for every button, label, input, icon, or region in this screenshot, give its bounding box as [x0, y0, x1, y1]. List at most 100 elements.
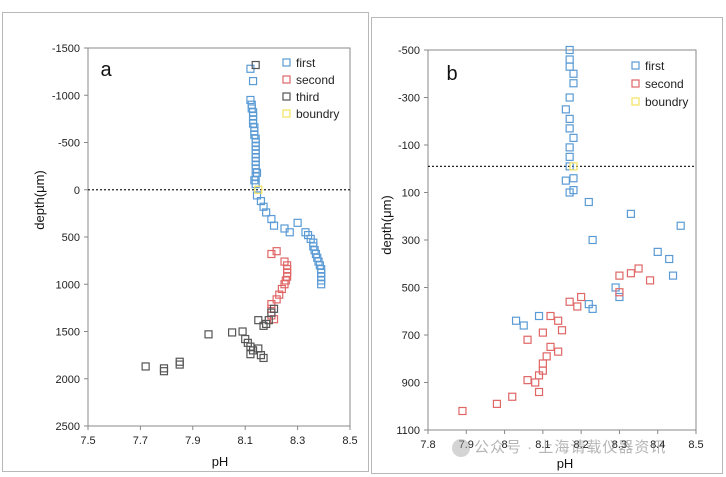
data-point-first: [565, 45, 574, 55]
x-tick-label: 8: [502, 439, 508, 451]
data-point-second: [267, 299, 276, 309]
data-point-first: [269, 221, 279, 230]
data-point-first: [565, 114, 574, 123]
data-point-second: [634, 264, 643, 273]
data-point-first: [259, 202, 268, 211]
x-axis-title: pH: [212, 454, 229, 469]
data-point-third: [256, 351, 266, 360]
data-point-first: [248, 76, 258, 86]
data-point-third: [259, 321, 268, 330]
series-boundry: [569, 162, 578, 171]
data-point-first: [561, 105, 570, 114]
data-point-first: [561, 176, 570, 185]
legend-marker-second: [631, 79, 640, 88]
data-point-first: [565, 124, 574, 133]
y-tick-label: -100: [398, 140, 420, 152]
data-point-second: [557, 326, 567, 335]
x-tick-label: 8.2: [573, 439, 588, 451]
y-tick-label: 500: [402, 283, 420, 295]
legend-marker-boundry: [282, 109, 291, 118]
data-point-second: [277, 284, 286, 294]
data-point-first: [565, 93, 574, 102]
data-point-second: [280, 280, 289, 289]
data-point-first: [588, 235, 597, 245]
y-tick-label: -500: [398, 45, 420, 57]
panel-label: b: [446, 63, 457, 85]
data-point-third: [141, 362, 150, 371]
y-tick-label: -1000: [52, 90, 80, 102]
legend-label-second: second: [645, 77, 684, 91]
data-point-second: [615, 288, 624, 297]
data-point-third: [175, 360, 184, 369]
y-tick-label: 100: [402, 188, 420, 200]
x-tick-label: 8.3: [612, 439, 627, 451]
series-boundry: [254, 185, 263, 194]
data-point-third: [204, 330, 213, 339]
y-tick-label: -1500: [52, 43, 80, 55]
panel-b-frame: [371, 17, 723, 474]
data-point-second: [492, 399, 502, 408]
x-tick-label: 8.4: [650, 439, 665, 451]
y-tick-label: -500: [58, 138, 80, 150]
x-tick-label: 7.5: [80, 435, 95, 447]
data-point-first: [615, 292, 624, 302]
legend-label-first: first: [645, 59, 665, 73]
legend-label-first: first: [296, 56, 316, 70]
data-point-first: [626, 209, 636, 218]
data-point-second: [275, 290, 284, 299]
data-point-first: [565, 62, 574, 71]
data-point-first: [569, 69, 578, 78]
data-point-second: [645, 276, 655, 285]
data-point-third: [254, 316, 263, 325]
legend: first second boundry: [631, 59, 688, 109]
data-point-second: [554, 316, 563, 325]
data-point-first: [565, 55, 574, 64]
watermark-text: 公众号 · 上海请载仪器资讯: [474, 439, 667, 456]
data-point-first: [588, 304, 597, 313]
x-axis-title: pH: [557, 456, 574, 471]
legend-label-boundry: boundry: [645, 95, 688, 109]
data-point-boundry: [569, 162, 578, 171]
data-point-first: [668, 271, 678, 280]
y-tick-label: 1100: [396, 425, 420, 437]
data-point-first: [665, 254, 674, 264]
x-tick-label: 8.5: [688, 439, 703, 451]
data-point-second: [267, 249, 276, 259]
legend-marker-second: [282, 75, 291, 84]
data-point-third: [159, 367, 169, 376]
data-point-second: [573, 302, 582, 311]
data-point-first: [653, 247, 662, 256]
data-point-third: [228, 328, 237, 337]
legend-marker-third: [282, 92, 291, 101]
series-first: [511, 45, 685, 330]
data-point-second: [458, 406, 467, 416]
x-tick-label: 8.3: [290, 435, 305, 447]
data-point-second: [546, 311, 555, 321]
data-point-first: [301, 228, 310, 237]
data-point-second: [546, 342, 555, 351]
data-point-second: [542, 352, 551, 361]
data-point-first: [569, 174, 578, 183]
data-point-first: [569, 79, 578, 88]
data-point-second: [577, 292, 586, 302]
data-point-first: [519, 321, 528, 330]
y-tick-label: 1500: [56, 327, 80, 339]
data-point-first: [569, 133, 578, 142]
y-axis-title: depth(μm): [379, 195, 394, 255]
data-point-third: [251, 60, 260, 70]
y-tick-label: 300: [402, 235, 420, 247]
x-tick-label: 7.7: [133, 435, 148, 447]
data-point-boundry: [254, 185, 263, 194]
legend: first second third boundry: [282, 56, 339, 121]
y-tick-label: 2000: [56, 374, 80, 386]
data-point-second: [565, 297, 574, 306]
y-tick-label: -300: [398, 93, 420, 105]
legend-label-boundry: boundry: [296, 107, 339, 121]
data-point-first: [246, 95, 255, 105]
data-point-first: [293, 218, 302, 227]
series-second: [458, 264, 655, 416]
x-tick-label: 7.8: [420, 439, 435, 451]
data-point-first: [676, 221, 685, 230]
